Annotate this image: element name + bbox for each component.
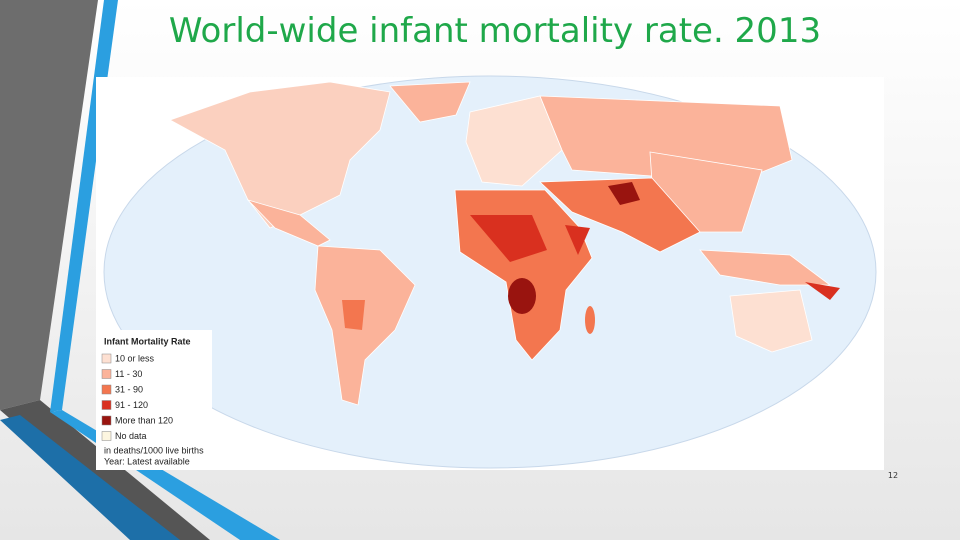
- legend-label: 91 - 120: [115, 400, 148, 410]
- legend-swatch: [101, 384, 112, 395]
- legend-label: 31 - 90: [115, 384, 143, 394]
- legend-label: More than 120: [115, 415, 173, 425]
- map: [96, 75, 884, 470]
- legend-label: 11 - 30: [115, 369, 142, 379]
- slide-title: World-wide infant mortality rate. 2013: [169, 11, 821, 51]
- legend-label: No data: [115, 431, 147, 441]
- legend-title: Infant Mortality Rate: [104, 336, 191, 346]
- legend-note: in deaths/1000 live births: [104, 445, 204, 455]
- legend-swatch: [101, 431, 112, 441]
- legend: Infant Mortality Rate 10 or less 11 - 30 3…: [96, 330, 212, 470]
- legend-label: 10 or less: [115, 353, 155, 363]
- legend-swatch: [101, 400, 112, 410]
- legend-swatch: [101, 369, 112, 379]
- page-number: 12: [888, 471, 898, 480]
- legend-swatch: [101, 353, 112, 364]
- legend-note: Year: Latest available: [104, 456, 190, 466]
- legend-swatch: [101, 415, 112, 426]
